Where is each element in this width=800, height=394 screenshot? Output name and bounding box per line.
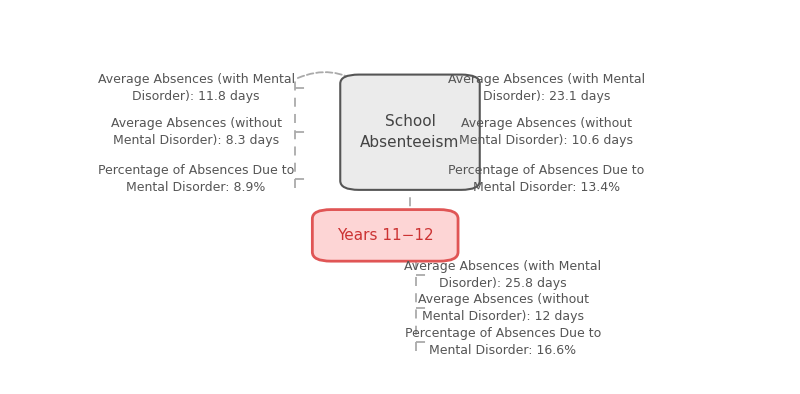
Text: Average Absences (with Mental
Disorder): 25.8 days: Average Absences (with Mental Disorder):… — [405, 260, 602, 290]
Text: School
Absenteeism: School Absenteeism — [360, 114, 460, 150]
Text: Average Absences (with Mental
Disorder): 23.1 days: Average Absences (with Mental Disorder):… — [448, 73, 645, 103]
FancyBboxPatch shape — [340, 74, 480, 190]
Text: Average Absences (without
Mental Disorder): 12 days: Average Absences (without Mental Disorde… — [418, 293, 589, 323]
Text: Percentage of Absences Due to
Mental Disorder: 13.4%: Percentage of Absences Due to Mental Dis… — [448, 164, 645, 194]
Text: Years 11−12: Years 11−12 — [337, 228, 434, 243]
Text: Average Absences (with Mental
Disorder): 11.8 days: Average Absences (with Mental Disorder):… — [98, 73, 294, 103]
Text: Percentage of Absences Due to
Mental Disorder: 16.6%: Percentage of Absences Due to Mental Dis… — [405, 327, 601, 357]
Text: Percentage of Absences Due to
Mental Disorder: 8.9%: Percentage of Absences Due to Mental Dis… — [98, 164, 294, 194]
Text: Average Absences (without
Mental Disorder): 8.3 days: Average Absences (without Mental Disorde… — [110, 117, 282, 147]
FancyBboxPatch shape — [312, 210, 458, 261]
Text: Average Absences (without
Mental Disorder): 10.6 days: Average Absences (without Mental Disorde… — [459, 117, 634, 147]
